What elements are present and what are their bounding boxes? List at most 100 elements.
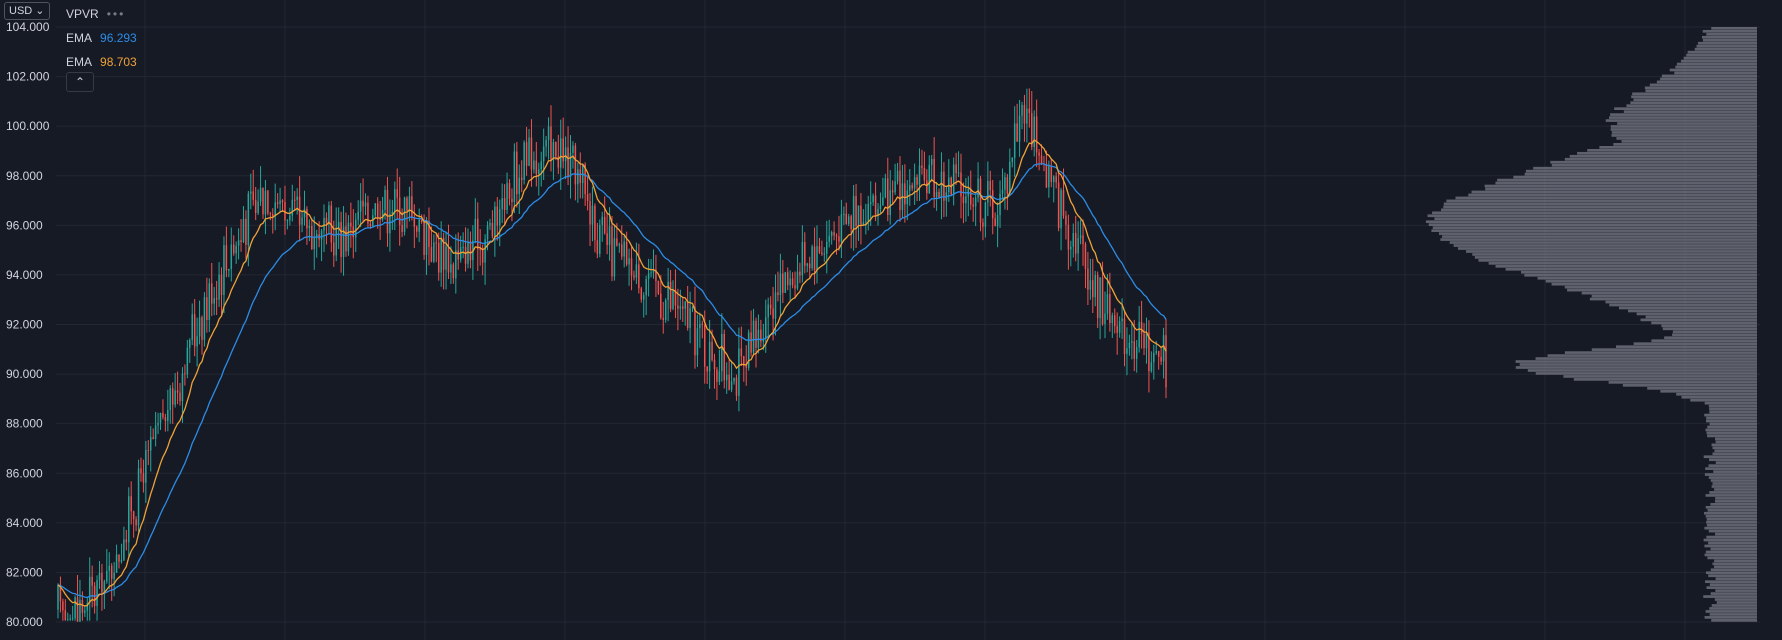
- candle-body: [1094, 275, 1096, 298]
- candle-body: [1082, 235, 1084, 245]
- volume-profile-bar: [1702, 29, 1757, 33]
- candle-body: [486, 225, 489, 240]
- candle-body: [225, 245, 228, 271]
- volume-profile-bar: [1537, 276, 1757, 280]
- legend-row-ema-1[interactable]: EMA 96.293: [66, 26, 137, 50]
- candle-body: [874, 195, 877, 217]
- candle-body: [794, 285, 796, 289]
- candle-body: [743, 356, 745, 366]
- candle-body: [1026, 108, 1028, 124]
- candle-body: [669, 281, 672, 310]
- volume-profile-bar: [1706, 586, 1757, 589]
- candle-body: [132, 511, 135, 520]
- candle-body: [828, 235, 830, 242]
- legend-collapse-button[interactable]: ⌃: [66, 72, 94, 92]
- volume-profile-bar: [1495, 265, 1757, 268]
- volume-profile-bar: [1664, 336, 1757, 340]
- candle-body: [64, 610, 67, 621]
- candle-body: [525, 142, 528, 166]
- candle-body: [747, 332, 750, 368]
- legend-row-ema-2[interactable]: EMA 98.703: [66, 50, 137, 74]
- currency-selector[interactable]: USD ⌄: [4, 2, 50, 20]
- candle-body: [1040, 155, 1043, 164]
- candle-body: [645, 279, 647, 296]
- candle-body: [130, 496, 132, 512]
- candle-body: [479, 249, 481, 251]
- candle-body: [520, 177, 523, 180]
- volume-profile-bar: [1644, 86, 1757, 90]
- volume-profile-bar: [1564, 157, 1757, 161]
- candle-body: [1131, 341, 1133, 343]
- candle-body: [359, 200, 362, 212]
- volume-profile-bar: [1674, 71, 1757, 75]
- candle-body: [1111, 315, 1114, 324]
- candle-body: [933, 159, 935, 197]
- candle-body: [235, 245, 237, 254]
- candle-body: [272, 214, 274, 217]
- candle-body: [569, 152, 572, 177]
- candle-body: [1113, 315, 1116, 327]
- y-tick-label: 102.000: [6, 70, 50, 84]
- candle-body: [918, 165, 921, 185]
- volume-profile-bar: [1681, 395, 1757, 399]
- candle-body: [308, 226, 311, 229]
- volume-profile-bar: [1630, 101, 1757, 105]
- volume-profile-bar: [1651, 339, 1757, 343]
- volume-profile-bar: [1441, 208, 1757, 212]
- volume-profile-bar: [1660, 77, 1757, 81]
- candle-body: [1099, 277, 1101, 318]
- candle-body: [650, 272, 652, 274]
- candle-body: [596, 240, 599, 254]
- volume-profile-bar: [1708, 541, 1757, 545]
- volume-profile-bar: [1621, 140, 1757, 143]
- volume-profile-bar: [1551, 163, 1757, 167]
- candle-body: [894, 181, 896, 193]
- candle-body: [171, 388, 174, 405]
- candle-body: [579, 169, 582, 184]
- candle-body: [725, 374, 728, 381]
- volume-profile-bar: [1515, 366, 1757, 369]
- candle-body: [806, 263, 808, 266]
- volume-profile-bar: [1453, 244, 1757, 247]
- candle-body: [786, 272, 789, 286]
- volume-profile-bar: [1704, 473, 1757, 476]
- candle-body: [464, 246, 467, 264]
- volume-profile-bar: [1471, 190, 1757, 194]
- volume-profile-bar: [1715, 461, 1757, 465]
- volume-profile-bar: [1631, 95, 1757, 99]
- volume-profile-bar: [1455, 196, 1757, 200]
- y-tick-label: 92.000: [6, 318, 43, 332]
- candle-body: [972, 204, 974, 207]
- volume-profile-bar: [1591, 348, 1757, 351]
- volume-profile-bar: [1442, 235, 1757, 238]
- candle-body: [103, 581, 106, 593]
- candle-body: [830, 232, 833, 236]
- candle-body: [489, 222, 491, 226]
- candle-body: [289, 215, 291, 221]
- candle-body: [157, 422, 159, 426]
- candle-body: [447, 246, 450, 273]
- more-dots-icon[interactable]: •••: [106, 7, 126, 21]
- volume-profile-bar: [1632, 92, 1757, 96]
- candle-body: [784, 272, 787, 293]
- candle-body: [733, 377, 735, 382]
- legend-row-vpvr[interactable]: VPVR •••: [66, 2, 137, 26]
- volume-profile-bar: [1716, 601, 1757, 604]
- candle-body: [423, 222, 425, 255]
- candle-body: [86, 603, 89, 611]
- volume-profile-bar: [1706, 32, 1757, 36]
- candle-body: [1055, 176, 1057, 183]
- candle-body: [176, 390, 179, 393]
- candle-body: [813, 246, 816, 271]
- candle-body: [1062, 190, 1065, 216]
- volume-profile-bar: [1472, 253, 1757, 256]
- candle-body: [128, 496, 130, 543]
- candle-body: [642, 295, 645, 300]
- candle-body: [1153, 352, 1155, 363]
- price-axis[interactable]: 80.000 82.000 84.000 86.000 88.000 90.000 92.0…: [6, 20, 50, 629]
- candle-body: [589, 201, 591, 225]
- candle-body: [98, 572, 101, 581]
- candle-body: [852, 195, 855, 229]
- volume-profile-bar: [1661, 74, 1757, 78]
